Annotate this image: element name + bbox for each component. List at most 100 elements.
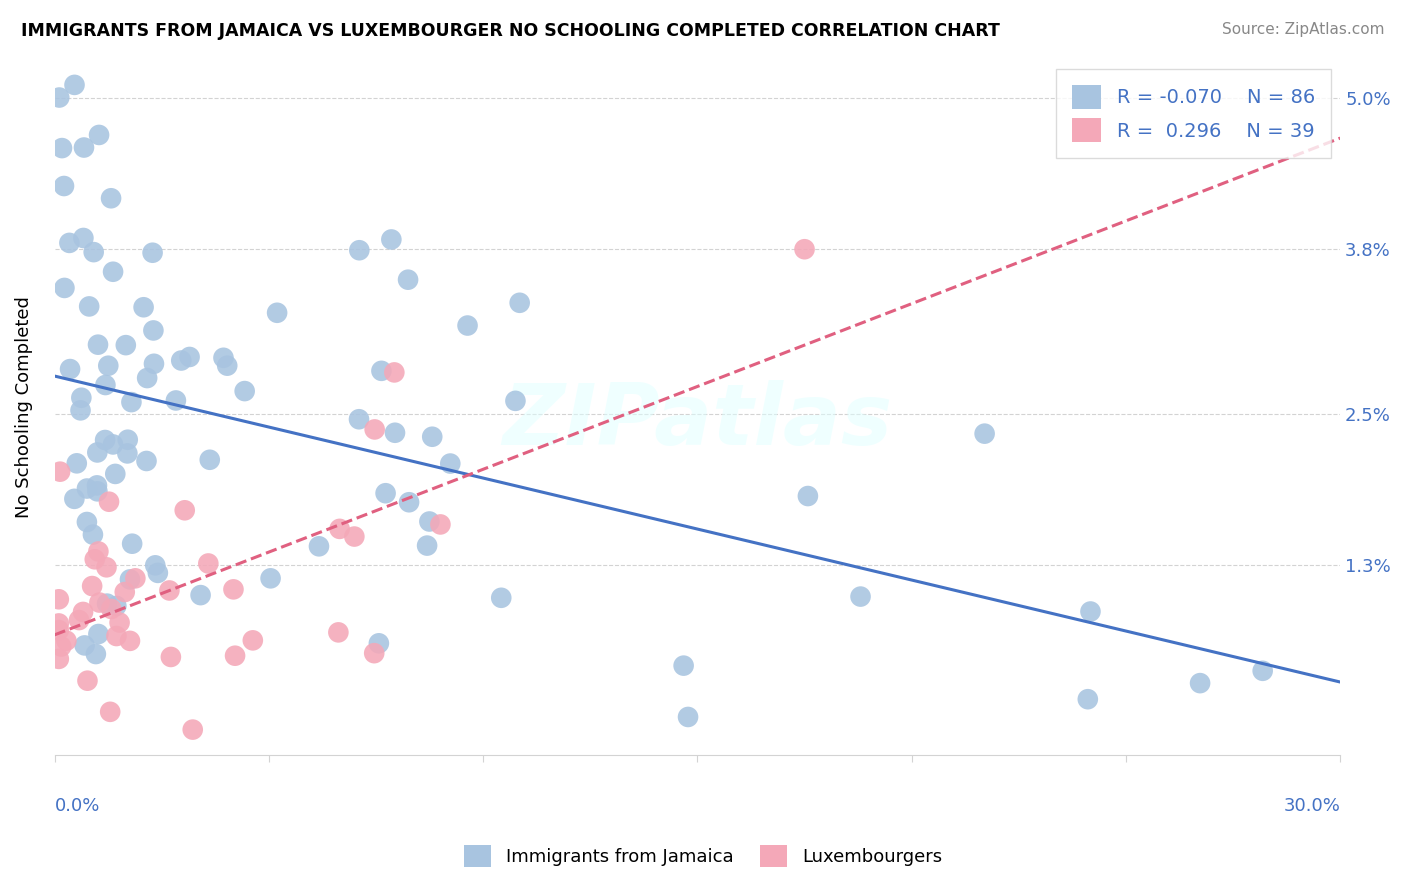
Point: [384, 425, 406, 440]
Point: [457, 318, 479, 333]
Point: [308, 539, 330, 553]
Point: [108, 615, 131, 630]
Point: [797, 489, 820, 503]
Point: [55, 633, 77, 648]
Point: [143, 558, 166, 573]
Y-axis label: No Schooling Completed: No Schooling Completed: [15, 296, 32, 518]
Point: [124, 571, 146, 585]
Point: [98, 494, 121, 508]
Point: [86, 445, 108, 459]
Point: [77, 300, 100, 314]
Point: [48, 652, 70, 666]
Point: [160, 649, 183, 664]
Point: [76, 482, 98, 496]
Point: [87, 544, 110, 558]
Point: [86, 484, 108, 499]
Point: [100, 602, 122, 616]
Point: [118, 573, 141, 587]
Point: [82, 527, 104, 541]
Point: [849, 590, 872, 604]
Point: [429, 517, 451, 532]
Point: [242, 633, 264, 648]
Point: [101, 437, 124, 451]
Point: [87, 627, 110, 641]
Point: [142, 323, 165, 337]
Point: [398, 495, 420, 509]
Point: [165, 393, 187, 408]
Point: [266, 306, 288, 320]
Point: [53, 179, 76, 194]
Point: [370, 364, 392, 378]
Legend: Immigrants from Jamaica, Luxembourgers: Immigrants from Jamaica, Luxembourgers: [457, 838, 949, 874]
Point: [222, 582, 245, 597]
Point: [224, 648, 246, 663]
Point: [118, 633, 141, 648]
Point: [349, 244, 371, 258]
Point: [505, 393, 527, 408]
Point: [1251, 664, 1274, 678]
Point: [70, 391, 93, 405]
Point: [396, 273, 419, 287]
Point: [343, 530, 366, 544]
Point: [142, 245, 165, 260]
Point: [100, 191, 122, 205]
Point: [59, 362, 82, 376]
Point: [105, 599, 128, 613]
Point: [491, 591, 513, 605]
Point: [170, 353, 193, 368]
Point: [380, 232, 402, 246]
Point: [76, 515, 98, 529]
Point: [73, 140, 96, 154]
Point: [63, 78, 86, 92]
Point: [48, 592, 70, 607]
Point: [96, 597, 118, 611]
Point: [121, 537, 143, 551]
Point: [53, 281, 76, 295]
Point: [72, 605, 94, 619]
Point: [114, 338, 136, 352]
Text: IMMIGRANTS FROM JAMAICA VS LUXEMBOURGER NO SCHOOLING COMPLETED CORRELATION CHART: IMMIGRANTS FROM JAMAICA VS LUXEMBOURGER …: [21, 22, 1000, 40]
Point: [328, 625, 350, 640]
Point: [72, 231, 94, 245]
Point: [51, 640, 73, 654]
Point: [416, 539, 439, 553]
Point: [87, 337, 110, 351]
Point: [98, 705, 121, 719]
Point: [105, 629, 128, 643]
Point: [94, 433, 117, 447]
Point: [439, 457, 461, 471]
Point: [51, 141, 73, 155]
Point: [418, 515, 440, 529]
Point: [973, 426, 995, 441]
Point: [363, 646, 385, 660]
Point: [48, 616, 70, 631]
Point: [76, 673, 98, 688]
Point: [104, 467, 127, 481]
Point: [132, 300, 155, 314]
Point: [329, 522, 352, 536]
Point: [509, 295, 531, 310]
Point: [87, 128, 110, 142]
Point: [89, 596, 111, 610]
Point: [1077, 692, 1099, 706]
Point: [84, 647, 107, 661]
Point: [97, 359, 120, 373]
Point: [1189, 676, 1212, 690]
Point: [48, 623, 70, 637]
Point: [217, 359, 239, 373]
Text: 30.0%: 30.0%: [1284, 797, 1340, 814]
Point: [420, 430, 443, 444]
Point: [198, 452, 221, 467]
Point: [382, 366, 405, 380]
Point: [212, 351, 235, 365]
Point: [197, 557, 219, 571]
Point: [146, 566, 169, 580]
Point: [73, 639, 96, 653]
Point: [66, 456, 89, 470]
Point: [676, 710, 699, 724]
Point: [96, 560, 118, 574]
Point: [190, 588, 212, 602]
Point: [233, 384, 256, 398]
Point: [117, 446, 139, 460]
Point: [1080, 605, 1102, 619]
